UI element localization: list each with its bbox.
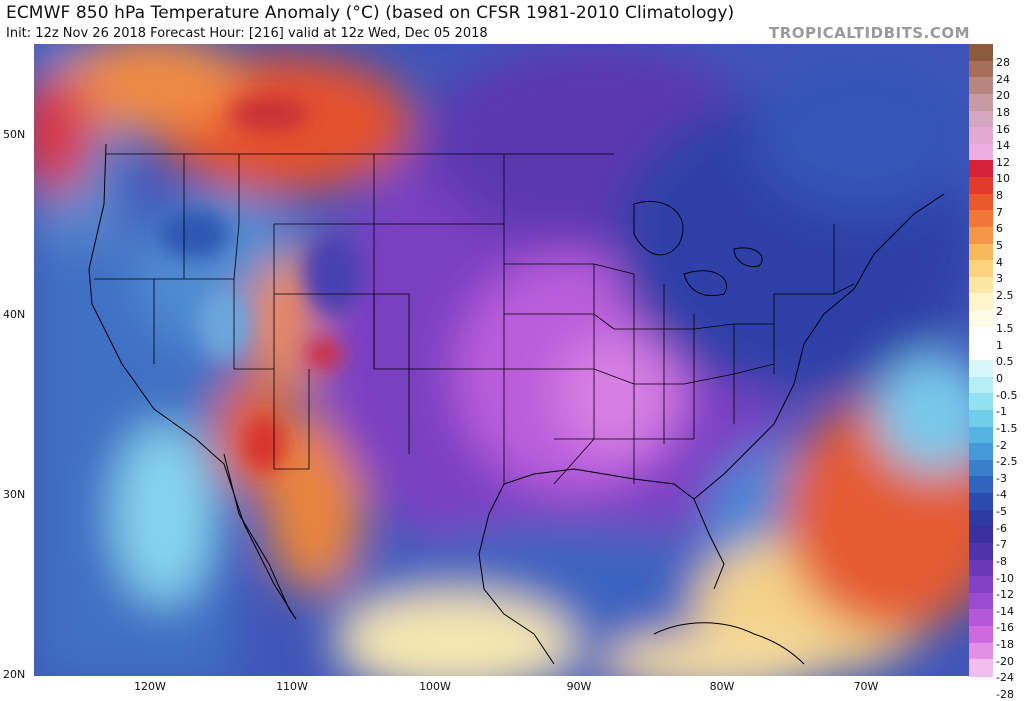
- map-title: ECMWF 850 hPa Temperature Anomaly (°C) (…: [6, 3, 735, 23]
- state-borders: [94, 153, 855, 485]
- legend-swatch: [969, 143, 993, 161]
- legend-swatch: [969, 542, 993, 561]
- legend-swatch: [969, 609, 993, 627]
- legend-swatch: [969, 526, 993, 544]
- legend-swatch: [969, 509, 993, 527]
- legend-swatch: [969, 642, 993, 660]
- legend-value-label: -5: [996, 505, 1007, 519]
- legend-value-label: -8: [996, 554, 1007, 568]
- legend-swatch: [969, 110, 993, 128]
- legend-value-label: 2.5: [996, 288, 1014, 302]
- legend-swatch: [969, 177, 993, 195]
- legend-value-label: 12: [996, 155, 1010, 169]
- legend-swatch: [969, 243, 993, 261]
- legend-value-label: -10: [996, 571, 1014, 585]
- legend-value-label: 10: [996, 172, 1010, 186]
- legend-swatch: [969, 576, 993, 594]
- legend-value-label: 1.5: [996, 322, 1014, 336]
- lat-label-30n: 30N: [3, 488, 26, 501]
- legend-swatch: [969, 343, 993, 361]
- lon-label-80w: 80W: [709, 680, 735, 693]
- legend-value-label: 20: [996, 89, 1010, 103]
- legend-swatch: [969, 493, 993, 511]
- legend-swatch: [969, 426, 993, 444]
- brand-watermark[interactable]: TROPICALTIDBITS.COM: [769, 24, 970, 42]
- legend-value-label: -14: [996, 604, 1014, 618]
- legend-swatch: [969, 476, 993, 494]
- legend-value-label: 7: [996, 205, 1003, 219]
- legend-swatch: [969, 459, 993, 477]
- legend-value-label: 24: [996, 72, 1010, 86]
- legend-value-label: 6: [996, 222, 1003, 236]
- legend-swatch: [969, 626, 993, 644]
- legend-swatch: [969, 93, 993, 112]
- legend-swatch: [969, 210, 993, 228]
- anomaly-map: [34, 44, 969, 676]
- color-scale-legend: [969, 44, 993, 677]
- legend-value-label: -2.5: [996, 455, 1018, 469]
- forecast-info: Init: 12z Nov 26 2018 Forecast Hour: [21…: [6, 26, 488, 41]
- legend-swatch: [969, 226, 993, 245]
- legend-value-label: -0.5: [996, 388, 1018, 402]
- lon-label-100w: 100W: [419, 680, 451, 693]
- legend-swatch: [969, 659, 993, 677]
- legend-value-label: 1: [996, 338, 1003, 352]
- legend-value-label: -7: [996, 538, 1007, 552]
- lon-label-70w: 70W: [853, 680, 879, 693]
- legend-value-label: 3: [996, 272, 1003, 286]
- legend-swatch: [969, 360, 993, 378]
- anomaly-field: [34, 44, 969, 676]
- legend-value-label: -12: [996, 588, 1014, 602]
- lon-label-110w: 110W: [276, 680, 308, 693]
- legend-value-label: -6: [996, 521, 1007, 535]
- legend-value-label: 28: [996, 56, 1010, 69]
- lat-label-20n: 20N: [3, 668, 26, 681]
- legend-value-label: 2: [996, 305, 1003, 319]
- legend-value-label: -1: [996, 405, 1007, 419]
- legend-swatch: [969, 276, 993, 295]
- lon-label-120w: 120W: [134, 680, 166, 693]
- legend-value-label: -3: [996, 471, 1007, 485]
- legend-swatch: [969, 77, 993, 95]
- legend-swatch: [969, 127, 993, 145]
- legend-value-label: 4: [996, 255, 1003, 269]
- legend-value-label: 5: [996, 238, 1003, 252]
- legend-swatch: [969, 409, 993, 428]
- lat-label-40n: 40N: [3, 308, 26, 321]
- legend-swatch: [969, 559, 993, 577]
- legend-value-label: 16: [996, 122, 1010, 136]
- legend-value-label: 0: [996, 372, 1003, 385]
- legend-value-label: 0.5: [996, 355, 1014, 369]
- legend-value-label: -18: [996, 638, 1014, 652]
- legend-swatch: [969, 60, 993, 78]
- legend-swatch: [969, 376, 993, 394]
- legend-swatch: [969, 293, 993, 311]
- legend-value-label: -20: [996, 654, 1014, 668]
- legend-swatch: [969, 592, 993, 611]
- legend-swatch: [969, 160, 993, 178]
- legend-value-label: -1.5: [996, 421, 1018, 435]
- legend-value-label: -2: [996, 438, 1007, 452]
- legend-swatch: [969, 393, 993, 411]
- legend-swatch: [969, 443, 993, 461]
- legend-swatch: [969, 193, 993, 211]
- geographic-boundaries: [88, 143, 945, 665]
- legend-swatch: [969, 44, 993, 62]
- legend-value-label: -4: [996, 488, 1007, 502]
- legend-value-label: 8: [996, 189, 1003, 203]
- legend-swatch: [969, 326, 993, 344]
- legend-value-label: 18: [996, 105, 1010, 119]
- legend-swatch: [969, 310, 993, 328]
- legend-value-label: -24: [996, 671, 1014, 685]
- lat-label-50n: 50N: [3, 128, 26, 141]
- legend-value-label: -16: [996, 621, 1014, 635]
- legend-value-label: 14: [996, 139, 1010, 153]
- legend-swatch: [969, 260, 993, 278]
- legend-value-label: -28: [996, 688, 1014, 701]
- lon-label-90w: 90W: [566, 680, 592, 693]
